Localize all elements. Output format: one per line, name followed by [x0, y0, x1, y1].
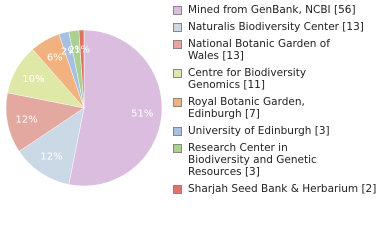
legend-swatch: [173, 23, 182, 32]
legend-swatch: [173, 40, 182, 49]
pie-slice: [68, 29, 163, 187]
pie: 51%12%12%10%6%2%2%1%: [5, 29, 163, 187]
legend-label: National Botanic Garden of Wales [13]: [188, 38, 330, 62]
legend-swatch: [173, 69, 182, 78]
slice-label: 6%: [47, 52, 63, 63]
legend-label: Naturalis Biodiversity Center [13]: [188, 21, 364, 33]
legend-swatch: [173, 127, 182, 136]
slice-label: 2%: [68, 45, 84, 56]
slice-label: 2%: [61, 46, 77, 57]
pie-slice: [5, 92, 85, 152]
legend-label: Royal Botanic Garden, Edinburgh [7]: [188, 96, 305, 120]
slice-label: 12%: [40, 152, 62, 163]
slice-label: 10%: [22, 74, 44, 85]
legend-label: Centre for Biodiversity Genomics [11]: [188, 67, 307, 91]
legend-swatch: [173, 6, 182, 15]
slice-label: 51%: [131, 109, 153, 120]
legend-swatch: [173, 185, 182, 194]
slice-label: 1%: [74, 45, 90, 56]
legend-label: Mined from GenBank, NCBI [56]: [188, 4, 356, 16]
legend-swatch: [173, 144, 182, 153]
legend-swatch: [173, 98, 182, 107]
legend-label: Sharjah Seed Bank & Herbarium [2]: [188, 183, 377, 195]
pie-slice: [18, 107, 85, 185]
slice-label: 12%: [16, 114, 38, 125]
pie-slice: [78, 29, 85, 109]
legend-label: University of Edinburgh [3]: [188, 125, 330, 137]
legend-label: Research Center in Biodiversity and Gene…: [188, 142, 317, 178]
